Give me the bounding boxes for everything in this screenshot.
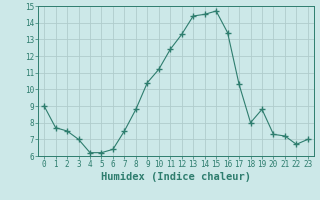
X-axis label: Humidex (Indice chaleur): Humidex (Indice chaleur) (101, 172, 251, 182)
